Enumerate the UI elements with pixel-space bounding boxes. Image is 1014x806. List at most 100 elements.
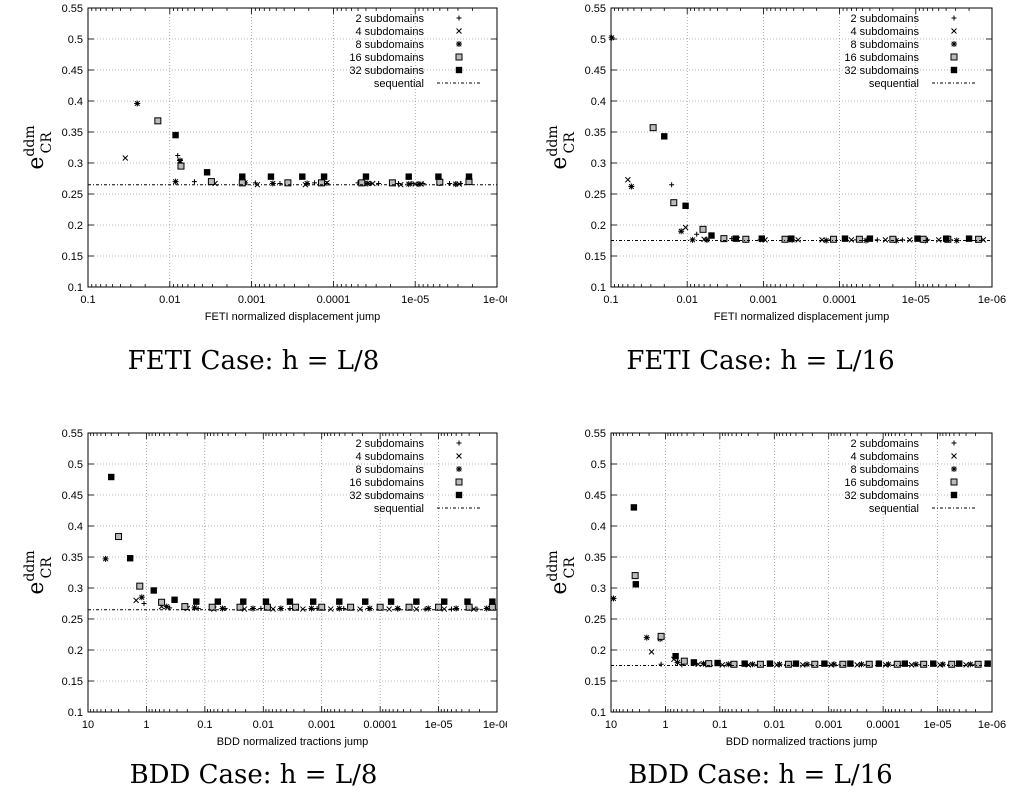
data-point [674,659,681,666]
legend-label: 4 subdomains [356,451,425,463]
legend-swatch [950,53,958,61]
plot-frame [610,432,993,713]
y-tick-label: 0.5 [591,459,606,471]
legend-label: 8 subdomains [356,464,425,476]
data-point [628,183,635,190]
legend-swatch [455,491,463,499]
data-point [930,660,937,667]
y-tick-label: 0.1 [591,282,606,294]
data-point [465,173,473,180]
grid [87,432,498,713]
y-axis-label-sup: ddm [22,550,38,581]
chart-caption: FETI Case: h = L/8 [127,346,380,376]
y-tick-label: 0.55 [62,3,83,15]
y-tick-label: 0.35 [62,552,83,564]
data-point [299,173,306,180]
data-point [720,235,728,243]
data-point [300,606,306,612]
data-point [269,180,276,187]
series-32-subdomains [172,131,473,180]
chart-caption: BDD Case: h = L/16 [628,760,893,790]
data-point [830,661,837,668]
data-point [284,179,292,187]
data-point [422,606,428,612]
plot-frame [87,7,498,288]
y-tick-label: 0.35 [585,552,606,564]
series-16-subdomains [649,124,983,243]
legend-swatch [456,15,462,21]
legend-label: 4 subdomains [851,451,920,463]
data-point [175,153,181,159]
data-point [304,180,311,187]
legend-label: 16 subdomains [844,52,919,64]
data-point [362,173,370,180]
axis-ticks [610,432,993,713]
y-axis-label-main: e [24,582,49,595]
data-point [742,235,750,243]
x-tick-label: 0.001 [750,294,778,306]
legend-swatch [950,66,958,74]
x-tick-label: 1e-05 [401,294,429,306]
data-point [632,581,640,588]
legend-swatch [951,15,957,21]
y-tick-label: 0.15 [585,676,606,688]
data-point [172,131,179,139]
y-axis-label-main: e [547,582,572,595]
data-point [939,661,946,668]
chart-panel-bdd-l8: 0.1 0.15 0.2 0.25 0.3 0.35 0.4 0.45 0.5 0.55 10 1 0.… [0,403,507,806]
x-tick-label: 1e-05 [902,294,930,306]
chart-svg-bdd-l16: 0.1 0.15 0.2 0.25 0.3 0.35 0.4 0.45 0.5 0.55 10 1 0.… [545,428,1006,748]
data-point [405,603,413,611]
chart-svg-bdd-l8: 0.1 0.15 0.2 0.25 0.3 0.35 0.4 0.45 0.5 0.55 10 1 0.… [22,428,507,748]
data-point [854,662,861,668]
x-axis-label: BDD normalized tractions jump [217,736,369,748]
data-point [823,237,830,244]
data-point [287,605,293,611]
data-point [669,182,675,188]
series-2-subdomains [669,182,979,243]
data-point [286,598,294,605]
data-point [366,605,373,612]
data-point [741,660,748,667]
data-point [249,605,256,612]
legend-swatch [951,466,957,472]
data-point [819,237,825,243]
y-tick-label: 0.2 [68,220,83,232]
data-point [191,179,197,185]
series-8-subdomains [134,100,459,188]
data-point [901,660,909,667]
chart-svg-feti-l8: 0.1 0.15 0.2 0.25 0.3 0.35 0.4 0.45 0.5 0.55 0.1 0.… [22,3,507,323]
legend-swatch [951,41,957,47]
data-point [364,180,371,187]
data-point [830,235,838,243]
data-point [327,606,334,612]
data-point [792,660,800,667]
y-tick-label: 0.55 [585,3,606,15]
data-point [136,582,144,590]
y-tick-label: 0.35 [585,127,606,139]
data-point [435,173,442,180]
data-point [219,605,226,612]
data-point [784,660,792,668]
x-tick-label: 1e-06 [978,294,1006,306]
data-point [452,181,459,188]
legend-swatch [951,440,957,446]
data-point [776,661,783,668]
y-tick-label: 0.4 [68,96,83,108]
data-point [405,173,412,180]
data-point [781,235,789,243]
data-point [270,606,276,612]
legend-label: 32 subdomains [844,65,919,77]
data-point [449,606,455,612]
legend-swatch [455,53,463,61]
x-tick-label: 0.0001 [363,719,397,731]
y-tick-label: 0.1 [68,282,83,294]
data-point [141,601,147,606]
y-tick-label: 0.1 [591,707,606,719]
data-point [447,180,453,186]
data-point [207,178,215,186]
x-tick-label: 0.0001 [823,294,857,306]
y-axis-label-sup: ddm [545,125,561,156]
